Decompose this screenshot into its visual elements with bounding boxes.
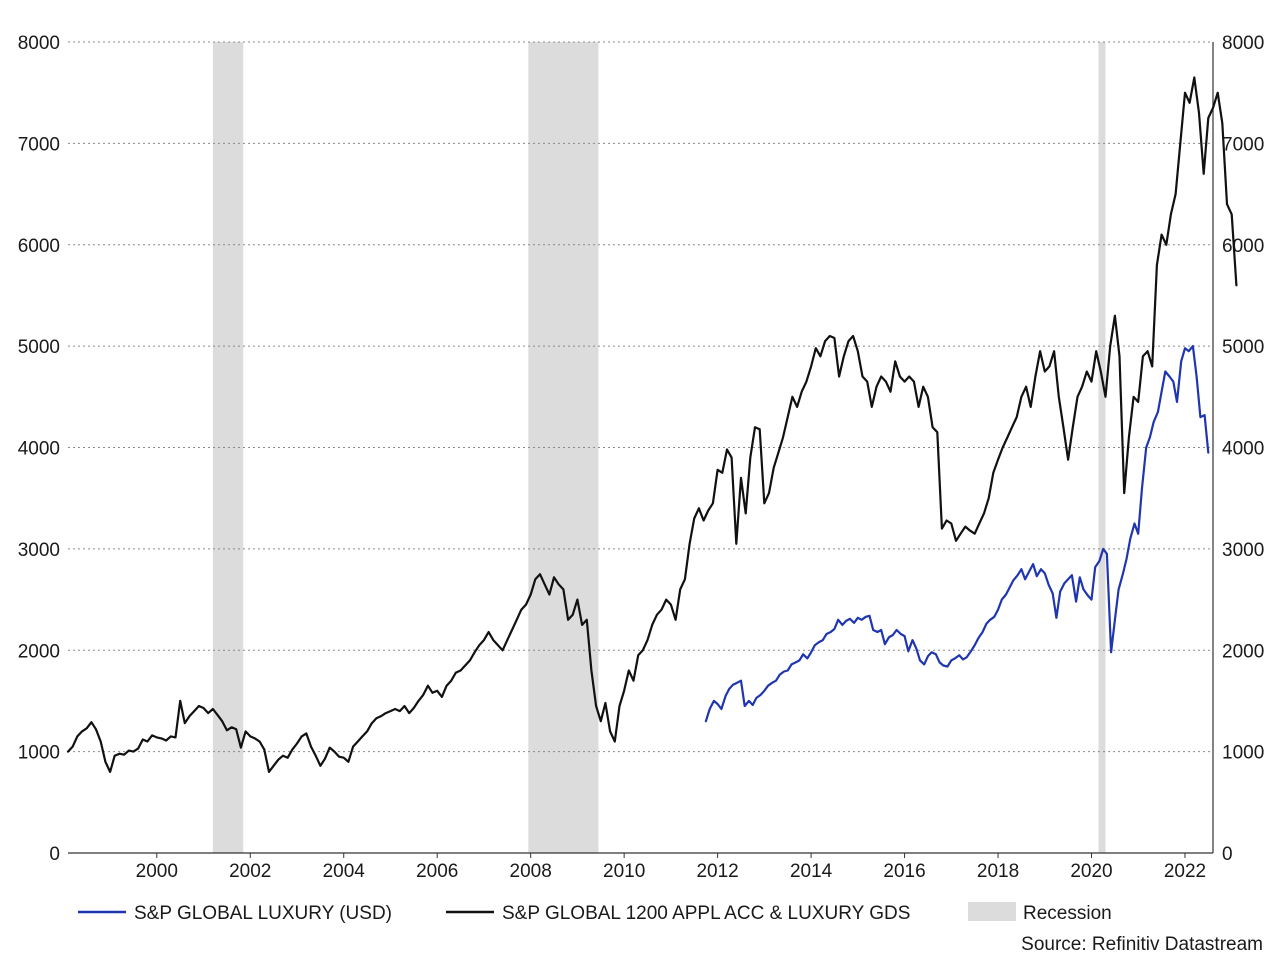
x-tick-2022: 2022 bbox=[1164, 861, 1206, 882]
x-tick-2008: 2008 bbox=[510, 861, 552, 882]
x-tick-2000: 2000 bbox=[136, 861, 178, 882]
y-tick-left-5000: 5000 bbox=[18, 337, 60, 358]
series-line-1 bbox=[704, 345, 1210, 723]
y-tick-right-7000: 7000 bbox=[1222, 134, 1264, 155]
x-tick-2006: 2006 bbox=[416, 861, 458, 882]
source-note: Source: Refinitiv Datastream bbox=[1021, 934, 1263, 955]
legend-label-appl-acc: S&P GLOBAL 1200 APPL ACC & LUXURY GDS bbox=[502, 903, 910, 924]
y-tick-left-3000: 3000 bbox=[18, 540, 60, 561]
y-tick-left-2000: 2000 bbox=[18, 641, 60, 662]
y-tick-left-7000: 7000 bbox=[18, 134, 60, 155]
series-line-2 bbox=[66, 76, 1238, 774]
y-tick-right-4000: 4000 bbox=[1222, 439, 1264, 460]
y-tick-right-0: 0 bbox=[1222, 844, 1233, 865]
y-tick-right-3000: 3000 bbox=[1222, 540, 1264, 561]
y-tick-left-0: 0 bbox=[49, 844, 60, 865]
x-tick-2018: 2018 bbox=[977, 861, 1019, 882]
recession-band-3 bbox=[1098, 42, 1106, 853]
y-tick-right-8000: 8000 bbox=[1222, 33, 1264, 54]
legend-label-recession: Recession bbox=[1023, 903, 1112, 924]
y-tick-left-6000: 6000 bbox=[18, 236, 60, 257]
y-tick-right-1000: 1000 bbox=[1222, 743, 1264, 764]
x-tick-2010: 2010 bbox=[603, 861, 645, 882]
legend-label-luxury: S&P GLOBAL LUXURY (USD) bbox=[134, 903, 392, 924]
y-tick-left-1000: 1000 bbox=[18, 743, 60, 764]
y-tick-right-2000: 2000 bbox=[1222, 641, 1264, 662]
legend-swatch-recession bbox=[968, 902, 1016, 921]
x-tick-2002: 2002 bbox=[229, 861, 271, 882]
x-tick-2004: 2004 bbox=[323, 861, 366, 882]
x-tick-2012: 2012 bbox=[696, 861, 738, 882]
legend: S&P GLOBAL LUXURY (USD) S&P GLOBAL 1200 … bbox=[78, 902, 1112, 924]
y-tick-left-4000: 4000 bbox=[18, 439, 60, 460]
series-lines bbox=[66, 76, 1238, 774]
y-tick-left-8000: 8000 bbox=[18, 33, 60, 54]
x-tick-2016: 2016 bbox=[883, 861, 925, 882]
axes: 0 0 1000 1000 2000 2000 3000 3000 4000 4000 5000 50… bbox=[18, 33, 1265, 882]
gridlines bbox=[68, 41, 1213, 753]
x-tick-2014: 2014 bbox=[790, 861, 833, 882]
y-tick-right-5000: 5000 bbox=[1222, 337, 1264, 358]
x-tick-2020: 2020 bbox=[1070, 861, 1112, 882]
y-tick-right-6000: 6000 bbox=[1222, 236, 1264, 257]
